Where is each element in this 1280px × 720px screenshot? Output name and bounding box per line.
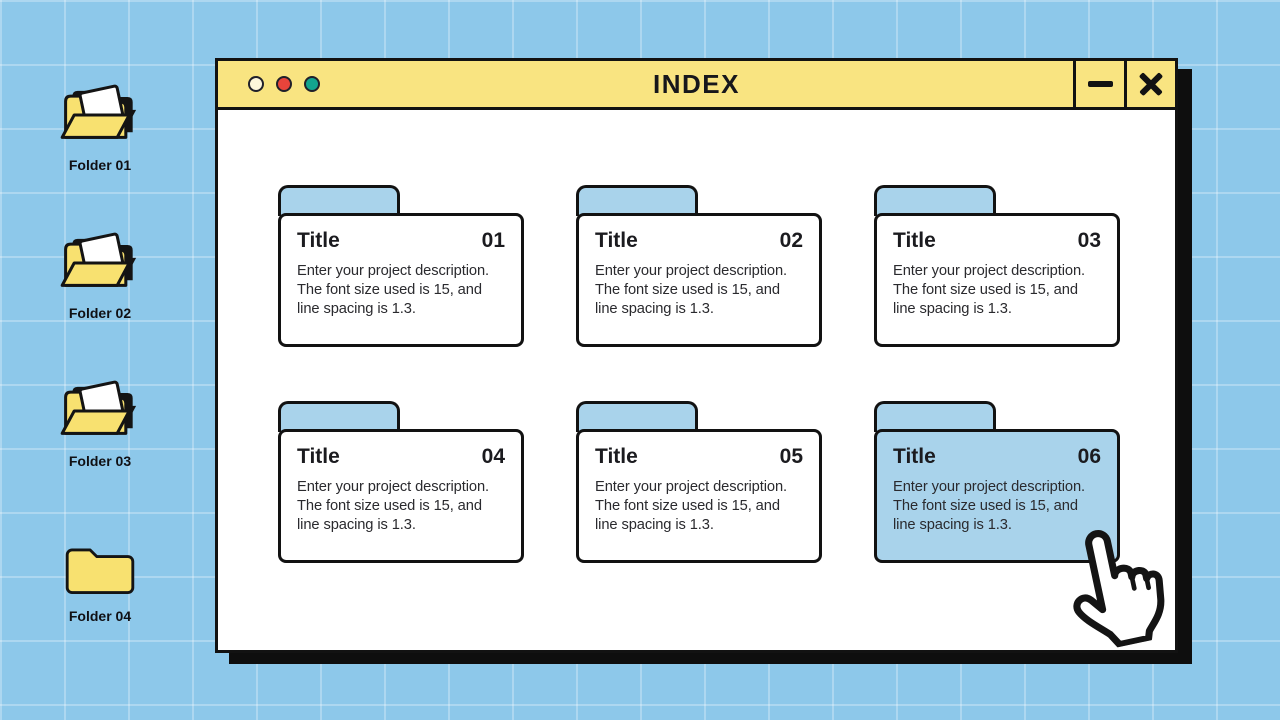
- desktop-folder-4[interactable]: Folder 04: [50, 535, 150, 624]
- window-title: INDEX: [653, 68, 740, 99]
- card-title: Title: [595, 229, 638, 252]
- closed-folder-icon: [59, 535, 141, 601]
- folder-tab: [278, 185, 400, 216]
- folder-card-02[interactable]: Title 02 Enter your project description.…: [576, 182, 822, 347]
- card-grid: Title 01 Enter your project description.…: [278, 182, 1120, 563]
- card-description: Enter your project description. The font…: [595, 479, 788, 534]
- card-number: 06: [1077, 445, 1101, 468]
- card-number: 04: [481, 445, 505, 468]
- window-dot-cream-icon[interactable]: [248, 76, 264, 92]
- minimize-icon: [1087, 81, 1113, 87]
- card-title: Title: [893, 445, 936, 468]
- folder-card-03[interactable]: Title 03 Enter your project description.…: [874, 182, 1120, 347]
- folder-tab: [278, 401, 400, 432]
- folder-tab: [874, 401, 996, 432]
- card-description: Enter your project description. The font…: [297, 263, 490, 318]
- folder-tab: [576, 401, 698, 432]
- card-body: Title 01 Enter your project description.…: [278, 213, 524, 347]
- card-title: Title: [893, 229, 936, 252]
- desktop-folder-1[interactable]: Folder 01: [50, 80, 150, 173]
- folder-card-04[interactable]: Title 04 Enter your project description.…: [278, 398, 524, 563]
- folder-card-06[interactable]: Title 06 Enter your project description.…: [874, 398, 1120, 563]
- card-title: Title: [595, 445, 638, 468]
- minimize-button[interactable]: [1073, 61, 1124, 107]
- open-folder-icon: [57, 80, 143, 150]
- card-number: 03: [1077, 229, 1101, 252]
- card-title: Title: [297, 445, 340, 468]
- card-title: Title: [297, 229, 340, 252]
- desktop-folder-2[interactable]: Folder 02: [50, 228, 150, 321]
- card-description: Enter your project description. The font…: [297, 479, 490, 534]
- window-dots: [248, 61, 320, 107]
- folder-label: Folder 03: [68, 453, 132, 469]
- window-dot-red-icon[interactable]: [276, 76, 292, 92]
- card-body: Title 02 Enter your project description.…: [576, 213, 822, 347]
- folder-label: Folder 02: [68, 305, 132, 321]
- card-body: Title 06 Enter your project description.…: [874, 429, 1120, 563]
- close-icon: [1137, 70, 1165, 98]
- desktop-folder-3[interactable]: Folder 03: [50, 376, 150, 469]
- folder-card-01[interactable]: Title 01 Enter your project description.…: [278, 182, 524, 347]
- folder-tab: [576, 185, 698, 216]
- window-controls: [1073, 61, 1175, 107]
- card-description: Enter your project description. The font…: [595, 263, 788, 318]
- open-folder-icon: [57, 376, 143, 446]
- folder-card-05[interactable]: Title 05 Enter your project description.…: [576, 398, 822, 563]
- card-description: Enter your project description. The font…: [893, 479, 1086, 534]
- open-folder-icon: [57, 228, 143, 298]
- card-body: Title 05 Enter your project description.…: [576, 429, 822, 563]
- close-button[interactable]: [1124, 61, 1175, 107]
- card-number: 01: [481, 229, 505, 252]
- card-body: Title 03 Enter your project description.…: [874, 213, 1120, 347]
- folder-tab: [874, 185, 996, 216]
- card-number: 05: [779, 445, 803, 468]
- folder-label: Folder 01: [68, 157, 132, 173]
- window-dot-teal-icon[interactable]: [304, 76, 320, 92]
- index-window: INDEX Title 01 Enter your project descri…: [215, 58, 1178, 653]
- folder-label: Folder 04: [68, 608, 132, 624]
- card-description: Enter your project description. The font…: [893, 263, 1086, 318]
- window-titlebar[interactable]: INDEX: [218, 61, 1175, 110]
- card-number: 02: [779, 229, 803, 252]
- card-body: Title 04 Enter your project description.…: [278, 429, 524, 563]
